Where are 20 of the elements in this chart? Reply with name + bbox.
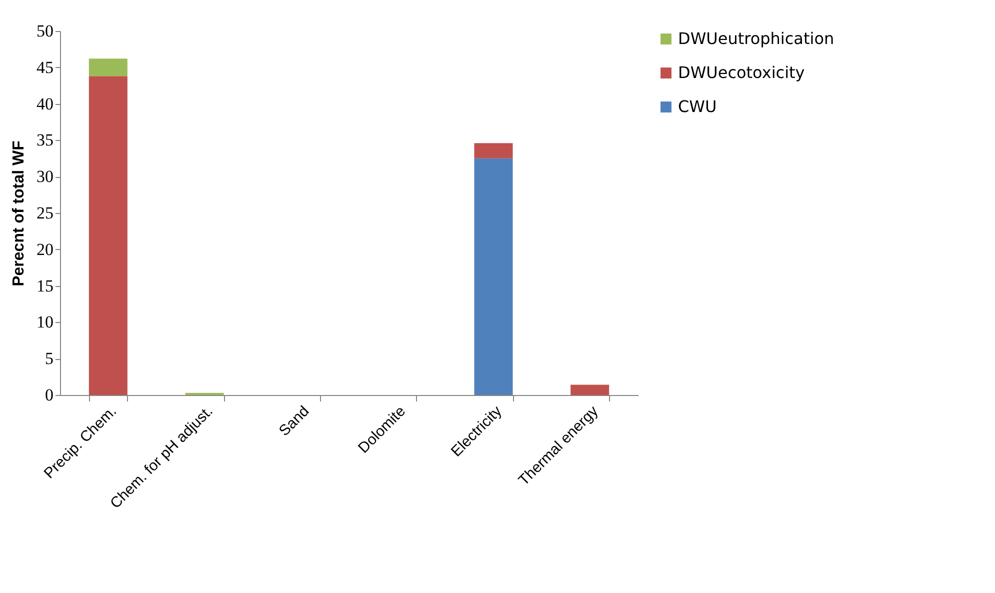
y-tick-label: 25 [36,204,54,222]
bar [474,158,513,395]
y-axis-title: Perecnt of total WF [10,140,28,286]
bar [88,58,128,76]
y-tick-label: 10 [36,312,54,332]
bar [474,143,513,158]
legend-label: CWU [678,97,717,116]
y-tick-label: 40 [36,94,54,114]
y-tick-label: 50 [36,22,54,40]
legend-label: DWUecotoxicity [678,63,805,82]
y-tick-label: 5 [45,349,54,368]
y-tick-label: 0 [45,386,54,404]
y-tick-label: 45 [36,58,54,77]
y-tick-label: 20 [36,240,54,259]
bar [570,384,610,395]
y-tick-label: 30 [36,167,54,186]
y-tick-label: 15 [36,276,54,296]
legend-label: DWUeutrophication [678,29,834,48]
y-tick-label: 35 [36,130,54,150]
bar [88,76,128,395]
